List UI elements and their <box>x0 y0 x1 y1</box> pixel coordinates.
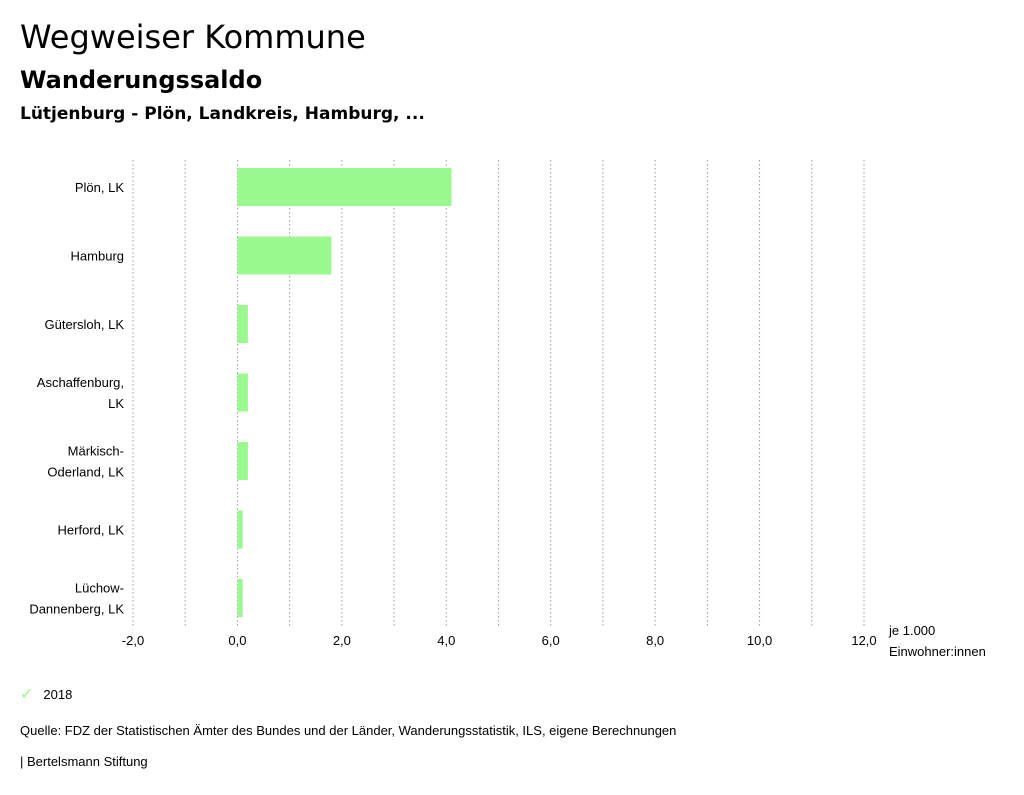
category-label: Plön, LK <box>75 180 124 195</box>
category-label: Dannenberg, LK <box>29 602 124 617</box>
chart-subtitle: Wanderungssaldo <box>20 66 263 94</box>
bar <box>237 442 248 480</box>
legend[interactable]: ✓ 2018 <box>20 684 72 704</box>
bar <box>237 168 452 206</box>
region-selection[interactable]: Lütjenburg - Plön, Landkreis, Hamburg, .… <box>20 104 425 124</box>
category-label: Gütersloh, LK <box>45 317 125 332</box>
x-axis-unit-label: je 1.000 <box>888 623 935 638</box>
page-title: Wegweiser Kommune <box>20 18 366 56</box>
bar <box>237 579 243 617</box>
x-tick-label: 2,0 <box>333 633 351 648</box>
x-tick-label: 8,0 <box>646 633 664 648</box>
x-tick-label: 6,0 <box>542 633 560 648</box>
check-icon: ✓ <box>20 686 34 703</box>
x-tick-label: 0,0 <box>228 633 246 648</box>
bar <box>237 305 248 343</box>
publisher-note: | Bertelsmann Stiftung <box>20 754 148 769</box>
bar <box>237 510 243 549</box>
x-tick-label: 10,0 <box>747 633 772 648</box>
category-label: Aschaffenburg, <box>37 375 124 390</box>
x-tick-label: 4,0 <box>437 633 455 648</box>
x-axis-unit-label: Einwohner:innen <box>889 644 986 659</box>
category-label: LK <box>108 396 124 411</box>
category-label: Oderland, LK <box>47 465 124 480</box>
category-label: Märkisch- <box>68 444 124 459</box>
bar <box>237 236 332 275</box>
x-tick-label: -2,0 <box>122 633 144 648</box>
legend-label-2018: 2018 <box>43 686 73 702</box>
bar-chart: -2,0 0,0 2,0 4,0 6,0 8,0 10,0 12,0 je 1.000 Einwo… <box>29 160 986 659</box>
x-tick-label: 12,0 <box>851 633 876 648</box>
bar <box>237 373 248 412</box>
source-note: Quelle: FDZ der Statistischen Ämter des … <box>20 723 677 738</box>
category-label: Hamburg <box>71 249 124 264</box>
category-label: Herford, LK <box>58 523 125 538</box>
category-label: Lüchow- <box>75 581 124 596</box>
